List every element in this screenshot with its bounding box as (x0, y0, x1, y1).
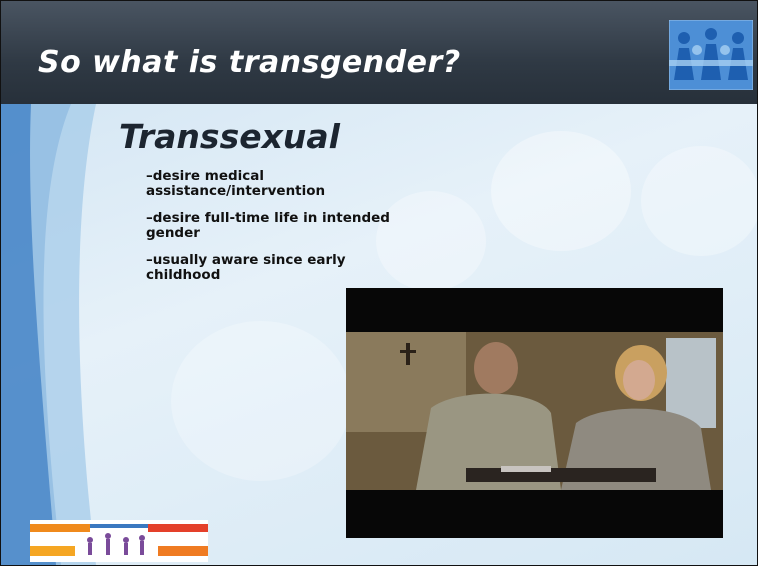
footer-logo (30, 520, 208, 562)
logo (669, 20, 753, 90)
slide-heading: Transsexual (119, 117, 340, 156)
video-frame (346, 288, 723, 538)
bullet-list: –desire medical assistance/intervention … (146, 169, 401, 295)
slide: So what is transgender? Transsexual –des… (0, 0, 758, 566)
slide-title: So what is transgender? (38, 45, 461, 80)
bullet: –desire full-time life in intended gende… (146, 211, 401, 241)
bullet: –desire medical assistance/intervention (146, 169, 401, 199)
bullet: –usually aware since early childhood (146, 253, 401, 283)
